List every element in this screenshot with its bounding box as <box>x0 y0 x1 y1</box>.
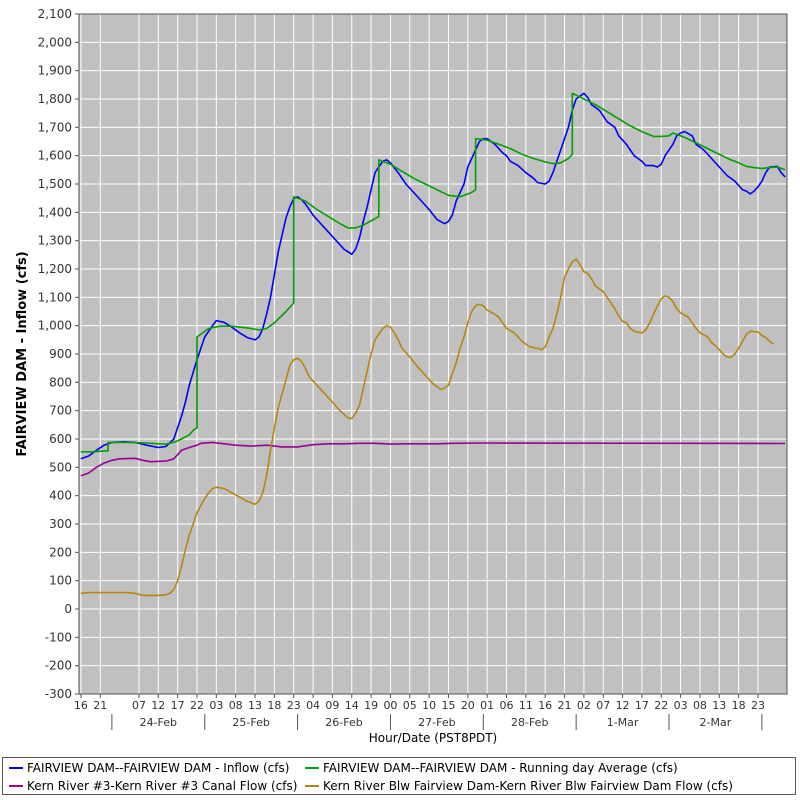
grid-lines <box>78 13 788 695</box>
x-tick-label: 21 <box>93 699 107 712</box>
x-tick-label: 16 <box>538 699 552 712</box>
x-tick-label: 07 <box>132 699 146 712</box>
x-tick-label: 10 <box>422 699 436 712</box>
y-tick-label: 2,000 <box>38 35 72 49</box>
legend-item-river-flow: Kern River Blw Fairview Dam-Kern River B… <box>305 779 733 793</box>
y-tick-label: 600 <box>49 432 72 446</box>
date-label: 1-Mar <box>607 716 639 729</box>
series-line-2 <box>80 441 786 477</box>
x-tick-label: 08 <box>693 699 707 712</box>
x-tick-label: 23 <box>287 699 301 712</box>
y-tick-label: -200 <box>45 659 72 673</box>
x-tick-label: 22 <box>190 699 204 712</box>
legend-label-canal-flow: Kern River #3-Kern River #3 Canal Flow (… <box>27 779 298 793</box>
legend-label-running-average: FAIRVIEW DAM--FAIRVIEW DAM - Running day… <box>323 761 678 775</box>
legend-label-inflow: FAIRVIEW DAM--FAIRVIEW DAM - Inflow (cfs… <box>27 761 290 775</box>
x-tick-label: 12 <box>616 699 630 712</box>
y-tick-label: 0 <box>64 602 72 616</box>
series-line-0 <box>80 92 786 460</box>
x-tick-label: 00 <box>383 699 397 712</box>
x-tick-label: 02 <box>577 699 591 712</box>
x-tick-label: 13 <box>712 699 726 712</box>
x-tick-label: 16 <box>74 699 88 712</box>
y-tick-label: 1,600 <box>38 149 72 163</box>
y-tick-label: 400 <box>49 489 72 503</box>
y-tick-label: -100 <box>45 630 72 644</box>
x-tick-label: 12 <box>151 699 165 712</box>
x-tick-label: 05 <box>403 699 417 712</box>
x-axis-label: Hour/Date (PST8PDT) <box>369 731 497 745</box>
legend-swatch-running-average <box>305 766 319 769</box>
x-tick-label: 21 <box>558 699 572 712</box>
x-tick-label: 04 <box>306 699 320 712</box>
y-tick-label: 1,400 <box>38 205 72 219</box>
y-tick-label: 1,200 <box>38 262 72 276</box>
date-label: 25-Feb <box>232 716 269 729</box>
x-tick-label: 15 <box>441 699 455 712</box>
date-label: 24-Feb <box>140 716 177 729</box>
y-tick-label: 2,100 <box>38 7 72 21</box>
series-group <box>80 92 786 597</box>
y-tick-label: 300 <box>49 517 72 531</box>
x-tick-label: 03 <box>209 699 223 712</box>
x-tick-label: 06 <box>500 699 514 712</box>
x-tick-label: 23 <box>751 699 765 712</box>
x-tick-label: 07 <box>596 699 610 712</box>
legend-item-canal-flow: Kern River #3-Kern River #3 Canal Flow (… <box>9 779 297 793</box>
y-tick-label: 1,000 <box>38 319 72 333</box>
x-tick-label: 08 <box>229 699 243 712</box>
y-tick-label: 200 <box>49 545 72 559</box>
date-label: 28-Feb <box>511 716 548 729</box>
x-tick-label: 03 <box>674 699 688 712</box>
x-tick-label: 01 <box>480 699 494 712</box>
y-axis-label: FAIRVIEW DAM - Inflow (cfs) <box>15 251 30 456</box>
x-tick-label: 18 <box>267 699 281 712</box>
legend-swatch-river-flow <box>305 784 319 787</box>
y-axis: -300 -200 -100 0 100 200 300 400 500 600 700 800 900… <box>38 7 79 701</box>
x-axis: 16 21 07 12 17 22 03 08 13 18 23 04 09 14 19 00 05 10 15 20… <box>74 694 765 730</box>
y-tick-label: 1,900 <box>38 64 72 78</box>
x-tick-label: 19 <box>364 699 378 712</box>
x-tick-label: 09 <box>325 699 339 712</box>
date-label: 27-Feb <box>418 716 455 729</box>
y-tick-label: 1,300 <box>38 234 72 248</box>
y-tick-label: 500 <box>49 460 72 474</box>
legend-swatch-inflow <box>9 766 23 769</box>
y-tick-label: -300 <box>45 687 72 701</box>
y-tick-label: 1,700 <box>38 120 72 134</box>
y-tick-label: 100 <box>49 574 72 588</box>
legend-swatch-canal-flow <box>9 784 23 787</box>
x-tick-label: 22 <box>654 699 668 712</box>
y-tick-label: 800 <box>49 375 72 389</box>
legend-item-inflow: FAIRVIEW DAM--FAIRVIEW DAM - Inflow (cfs… <box>9 761 289 775</box>
x-tick-label: 14 <box>345 699 359 712</box>
legend-item-running-average: FAIRVIEW DAM--FAIRVIEW DAM - Running day… <box>305 761 678 775</box>
x-tick-label: 20 <box>461 699 475 712</box>
legend: FAIRVIEW DAM--FAIRVIEW DAM - Inflow (cfs… <box>2 757 796 795</box>
y-tick-label: 1,500 <box>38 177 72 191</box>
date-label: 2-Mar <box>700 716 732 729</box>
series-line-3 <box>80 258 774 597</box>
y-tick-label: 700 <box>49 404 72 418</box>
x-tick-label: 11 <box>519 699 533 712</box>
y-tick-label: 1,100 <box>38 290 72 304</box>
x-tick-label: 13 <box>248 699 262 712</box>
y-tick-label: 1,800 <box>38 92 72 106</box>
series-line-1 <box>80 92 786 453</box>
x-tick-label: 18 <box>732 699 746 712</box>
legend-label-river-flow: Kern River Blw Fairview Dam-Kern River B… <box>323 779 733 793</box>
x-tick-label: 17 <box>635 699 649 712</box>
date-label: 26-Feb <box>325 716 362 729</box>
y-tick-label: 900 <box>49 347 72 361</box>
x-tick-label: 17 <box>171 699 185 712</box>
